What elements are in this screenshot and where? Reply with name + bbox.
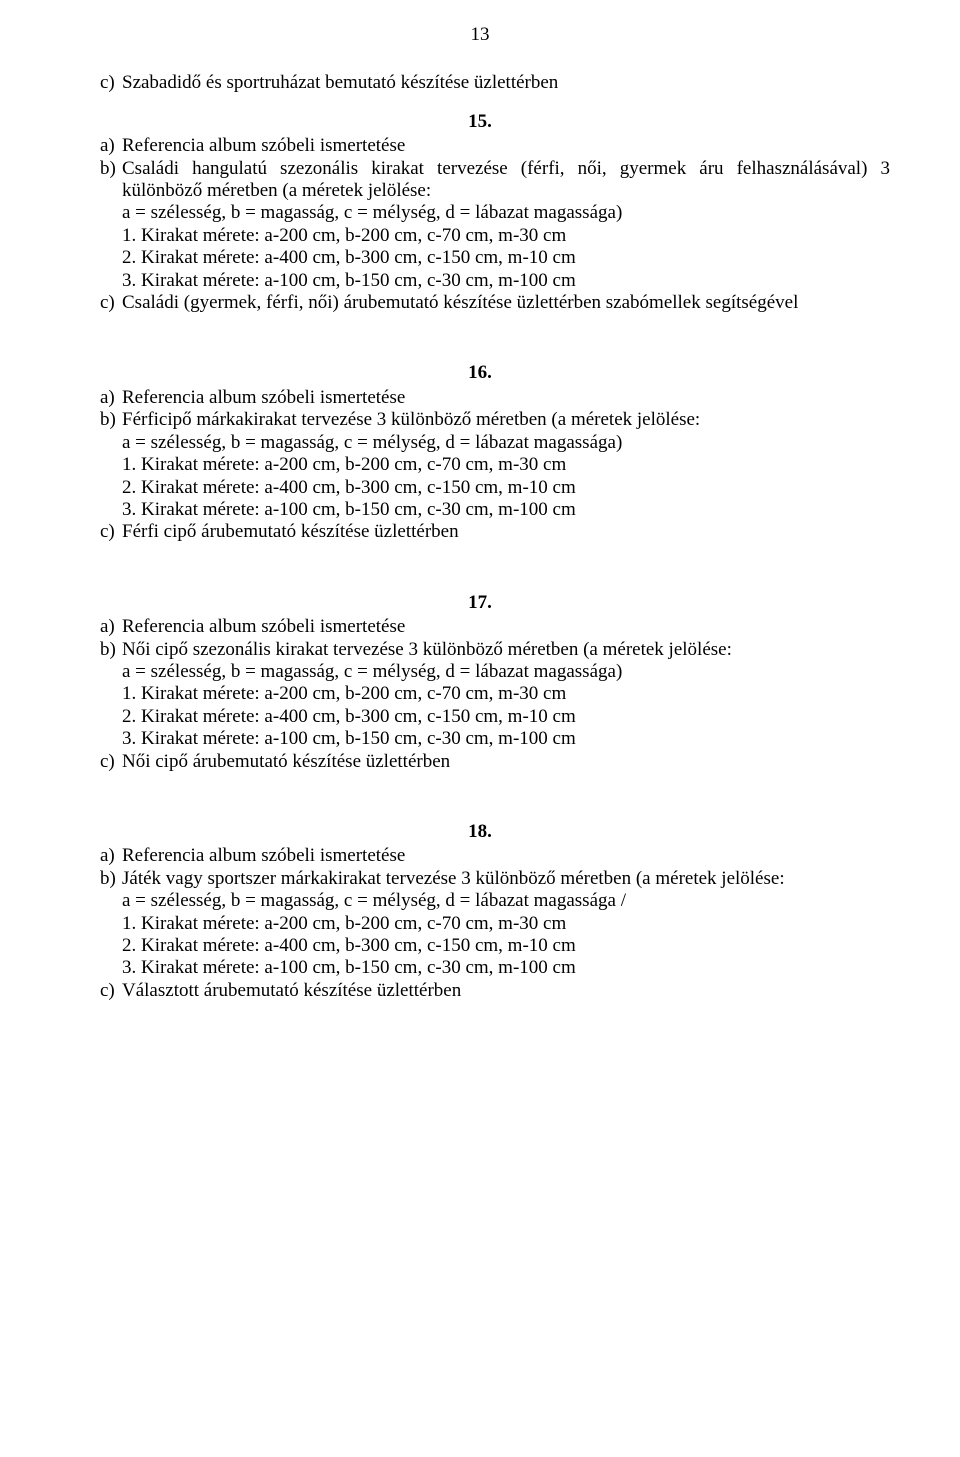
- item-c-text: Választott árubemutató készítése üzletté…: [122, 980, 461, 1001]
- intro-c-label: c): [100, 72, 122, 94]
- intro-line: c)Szabadidő és sportruházat bemutató kés…: [70, 72, 890, 94]
- item-a-text: Referencia album szóbeli ismertetése: [122, 387, 405, 408]
- item-b-label: b): [100, 158, 122, 180]
- task-number: 15.: [70, 111, 890, 133]
- task-15: 15. a)Referencia album szóbeli ismerteté…: [70, 111, 890, 315]
- item-c-text: Családi (gyermek, férfi, női) árubemutat…: [122, 292, 798, 313]
- size-2: 2. Kirakat mérete: a-400 cm, b-300 cm, c…: [70, 935, 890, 957]
- item-b-text: Játék vagy sportszer márkakirakat tervez…: [122, 868, 785, 889]
- size-3: 3. Kirakat mérete: a-100 cm, b-150 cm, c…: [70, 270, 890, 292]
- item-c-label: c): [100, 980, 122, 1002]
- task-number: 18.: [70, 821, 890, 843]
- page-number: 13: [70, 24, 890, 46]
- size-2: 2. Kirakat mérete: a-400 cm, b-300 cm, c…: [70, 706, 890, 728]
- item-c-label: c): [100, 521, 122, 543]
- task-17: 17. a)Referencia album szóbeli ismerteté…: [70, 592, 890, 773]
- item-b-text: Családi hangulatú szezonális kirakat ter…: [122, 158, 890, 201]
- legend: a = szélesség, b = magasság, c = mélység…: [70, 432, 890, 454]
- size-1: 1. Kirakat mérete: a-200 cm, b-200 cm, c…: [70, 683, 890, 705]
- item-c-label: c): [100, 751, 122, 773]
- size-3: 3. Kirakat mérete: a-100 cm, b-150 cm, c…: [70, 728, 890, 750]
- item-c-text: Férfi cipő árubemutató készítése üzletté…: [122, 521, 459, 542]
- item-c-text: Női cipő árubemutató készítése üzlettérb…: [122, 751, 450, 772]
- item-a-text: Referencia album szóbeli ismertetése: [122, 135, 405, 156]
- size-1: 1. Kirakat mérete: a-200 cm, b-200 cm, c…: [70, 454, 890, 476]
- item-b-label: b): [100, 868, 122, 890]
- size-1: 1. Kirakat mérete: a-200 cm, b-200 cm, c…: [70, 913, 890, 935]
- legend: a = szélesség, b = magasság, c = mélység…: [70, 661, 890, 683]
- size-2: 2. Kirakat mérete: a-400 cm, b-300 cm, c…: [70, 247, 890, 269]
- item-a-label: a): [100, 845, 122, 867]
- item-a-label: a): [100, 387, 122, 409]
- task-number: 16.: [70, 362, 890, 384]
- item-a-label: a): [100, 135, 122, 157]
- legend: a = szélesség, b = magasság, c = mélység…: [70, 202, 890, 224]
- item-a-text: Referencia album szóbeli ismertetése: [122, 845, 405, 866]
- legend: a = szélesség, b = magasság, c = mélység…: [70, 890, 890, 912]
- item-b-text: Női cipő szezonális kirakat tervezése 3 …: [122, 639, 732, 660]
- size-3: 3. Kirakat mérete: a-100 cm, b-150 cm, c…: [70, 957, 890, 979]
- item-c-label: c): [100, 292, 122, 314]
- size-2: 2. Kirakat mérete: a-400 cm, b-300 cm, c…: [70, 477, 890, 499]
- item-b-label: b): [100, 639, 122, 661]
- task-number: 17.: [70, 592, 890, 614]
- task-18: 18. a)Referencia album szóbeli ismerteté…: [70, 821, 890, 1002]
- intro-c-text: Szabadidő és sportruházat bemutató készí…: [122, 72, 558, 93]
- item-b-label: b): [100, 409, 122, 431]
- page: 13 c)Szabadidő és sportruházat bemutató …: [0, 0, 960, 1457]
- task-16: 16. a)Referencia album szóbeli ismerteté…: [70, 362, 890, 543]
- item-b-text: Férficipő márkakirakat tervezése 3 külön…: [122, 409, 700, 430]
- item-a-text: Referencia album szóbeli ismertetése: [122, 616, 405, 637]
- size-3: 3. Kirakat mérete: a-100 cm, b-150 cm, c…: [70, 499, 890, 521]
- item-a-label: a): [100, 616, 122, 638]
- size-1: 1. Kirakat mérete: a-200 cm, b-200 cm, c…: [70, 225, 890, 247]
